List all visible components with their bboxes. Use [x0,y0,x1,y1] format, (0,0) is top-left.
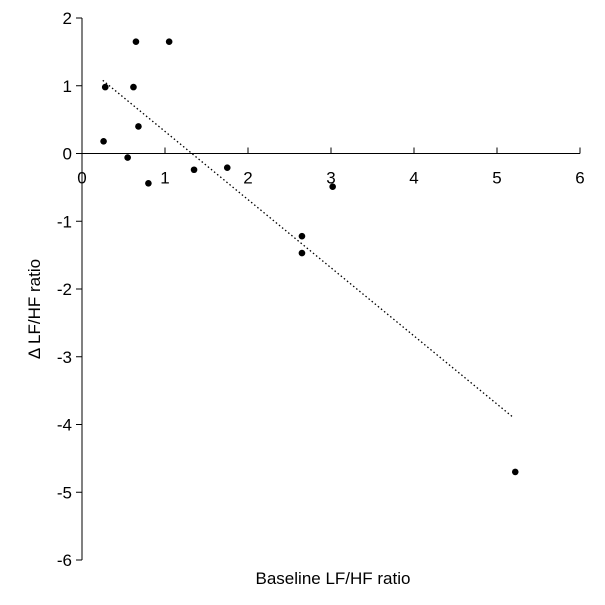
x-axis-label: Baseline LF/HF ratio [256,569,411,588]
data-point [135,123,142,130]
data-point [329,183,336,190]
y-tick-label: 2 [63,9,72,28]
y-tick-label: 1 [63,77,72,96]
data-point [298,249,306,257]
axes [81,18,580,560]
y-tick-label: -5 [57,483,72,502]
x-tick-label: 1 [160,169,169,188]
y-tick-label: 0 [63,145,72,164]
x-tick-label: 4 [409,169,418,188]
y-tick-label: -2 [57,280,72,299]
x-tick-label: 3 [326,169,335,188]
ticks: 0 1 2 3 4 5 6 2 1 0 -1 -2 -3 -4 -5 -6 [57,9,585,570]
x-tick-label: 5 [492,169,501,188]
data-point [223,164,231,172]
data-point [190,166,198,174]
y-tick-label: -6 [57,551,72,570]
x-tick-label: 0 [77,169,86,188]
x-tick-label: 2 [243,169,252,188]
data-point [145,180,152,187]
y-tick-label: -1 [57,212,72,231]
data-point [132,38,140,46]
trendline-group [102,79,515,419]
data-point [511,468,519,476]
x-tick-label: 6 [575,169,584,188]
y-tick-label: -4 [57,416,72,435]
data-point [100,138,107,145]
y-axis-label: Δ LF/HF ratio [25,259,44,359]
data-point [101,83,109,91]
trendline [102,79,515,419]
data-point [298,232,306,240]
data-point [130,83,137,91]
data-point [124,154,131,161]
data-point [165,38,173,46]
y-tick-label: -3 [57,348,72,367]
data-points [100,38,519,476]
